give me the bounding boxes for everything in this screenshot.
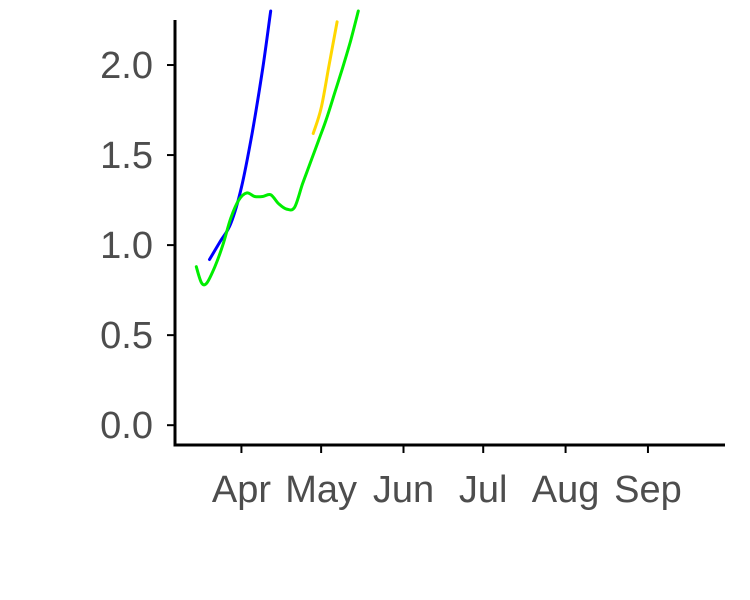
y-tick-label: 1.5	[100, 135, 153, 177]
x-tick-label: Apr	[212, 469, 271, 511]
series-layer	[194, 9, 360, 287]
y-axis-ticks: 0.0 0.5 1.0 1.5 2.0	[100, 45, 175, 447]
y-tick-label: 2.0	[100, 45, 153, 87]
series-line-3	[194, 9, 360, 287]
y-tick-label: 1.0	[100, 225, 153, 267]
x-axis-ticks: Apr May Jun Jul Aug Sep	[212, 445, 682, 511]
x-tick-label: Sep	[614, 469, 682, 511]
x-tick-label: Jul	[459, 469, 508, 511]
series-line-2	[311, 20, 339, 135]
y-tick-label: 0.0	[100, 405, 153, 447]
x-tick-label: Aug	[532, 469, 600, 511]
series-line-1	[208, 9, 273, 261]
x-tick-label: Jun	[373, 469, 434, 511]
y-tick-label: 0.5	[100, 315, 153, 357]
x-tick-label: May	[285, 469, 357, 511]
